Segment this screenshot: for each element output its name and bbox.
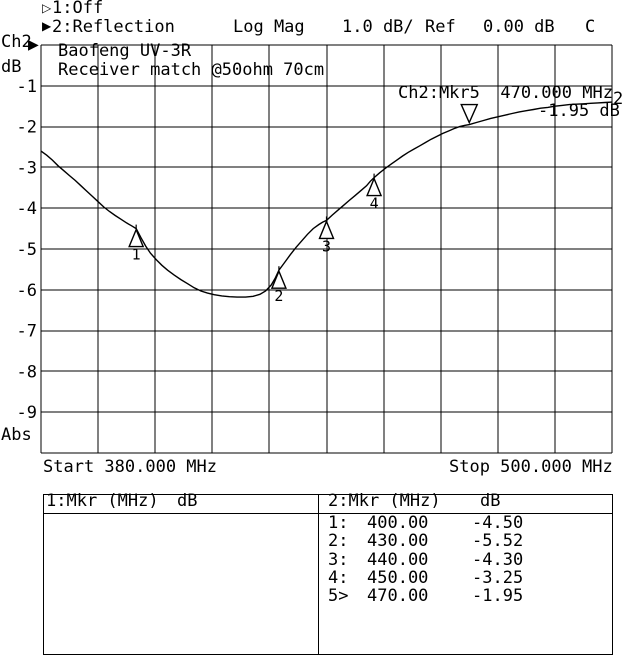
marker-symbol-up: [128, 227, 145, 248]
abs-label: Abs: [1, 425, 32, 445]
channel2-measurement: 2:Reflection: [52, 17, 175, 37]
table-left-header: 1:Mkr (MHz): [46, 491, 159, 511]
ref-value: 0.00 dB: [483, 17, 555, 37]
table-right-header-unit: dB: [480, 491, 501, 511]
channel1-bullet-icon: ▷: [42, 1, 52, 15]
marker-row-frequency: 450.00: [367, 567, 429, 588]
y-tick-label: -8: [17, 362, 37, 382]
trace-line: [40, 101, 613, 298]
marker-table-header-rule: [43, 513, 612, 514]
y-tick-label: -2: [17, 118, 37, 138]
annotation-title: Baofeng UV-3R: [58, 41, 192, 61]
marker-readout-value: -1.95 dB: [538, 101, 620, 121]
marker-row-level: -1.95: [472, 586, 524, 607]
marker-row-level: -4.50: [472, 513, 524, 533]
marker-row-number: 1:: [328, 513, 349, 533]
y-tick-label: -4: [17, 199, 37, 219]
y-tick-label: -6: [17, 281, 37, 301]
y-tick-label: -5: [17, 240, 37, 260]
marker-row-frequency: 470.00: [367, 586, 429, 607]
marker-row-number: 4:: [328, 567, 349, 588]
marker-readout-freq: Ch2:Mkr5 470.000 MHz: [398, 83, 613, 103]
y-tick-label: -1: [17, 77, 37, 97]
scale-per-div: 1.0 dB/: [342, 17, 414, 37]
channel-label: Ch2: [1, 32, 32, 52]
marker-row-frequency: 440.00: [367, 549, 429, 570]
start-frequency: Start 380.000 MHz: [43, 457, 217, 477]
ref-label: Ref: [425, 17, 456, 37]
marker-number-label: 3: [322, 237, 331, 255]
y-axis-unit: dB: [1, 57, 22, 77]
marker-row-level: -4.30: [472, 549, 524, 570]
table-left-header-unit: dB: [177, 491, 198, 511]
marker-row-level: -5.52: [472, 531, 524, 552]
marker-table-divider: [318, 494, 319, 654]
display-format: Log Mag: [233, 17, 305, 37]
y-tick-label: -3: [17, 158, 37, 178]
marker-number-label: 4: [370, 195, 379, 213]
y-tick-label: -7: [17, 322, 37, 342]
table-right-header: 2:Mkr (MHz): [328, 491, 441, 511]
marker-row-frequency: 400.00: [367, 513, 429, 533]
marker-row-frequency: 430.00: [367, 531, 429, 552]
channel2-bullet-icon: ▶: [42, 19, 52, 33]
marker-row-number: 3:: [328, 549, 349, 570]
marker-row-level: -3.25: [472, 567, 524, 588]
marker-number-label: 1: [132, 246, 141, 264]
annotation-subtitle: Receiver match @50ohm 70cm: [58, 60, 325, 80]
ref-position-arrow-icon: ▶: [28, 37, 39, 53]
y-tick-label: -9: [17, 403, 37, 423]
marker-symbol-up: [366, 176, 383, 197]
stop-frequency: Stop 500.000 MHz: [449, 457, 613, 477]
marker-symbol-up: [318, 219, 335, 240]
marker-table: [43, 494, 613, 655]
marker-row-number: 5>: [328, 586, 349, 607]
channel1-status: 1:Off: [52, 0, 104, 18]
marker-number-label: 2: [274, 287, 283, 305]
marker-symbol-up: [270, 269, 287, 289]
marker-symbol-down: [460, 103, 479, 125]
cal-flag: C: [585, 17, 596, 37]
trace-number-tag: 2: [613, 89, 624, 109]
marker-row-number: 2:: [328, 531, 349, 552]
